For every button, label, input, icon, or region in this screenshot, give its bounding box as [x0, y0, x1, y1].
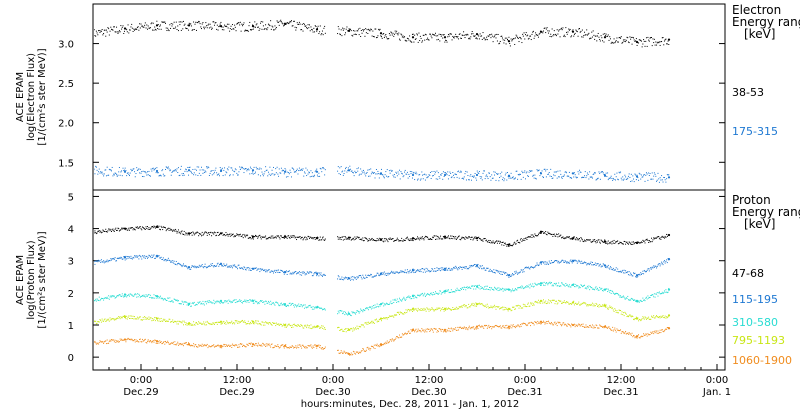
- y-tick-label: 3.0: [58, 40, 74, 51]
- y-tick-label: 5: [68, 192, 74, 203]
- y-tick-label: 0: [68, 353, 74, 364]
- y-axis-title-line: [1/(cm²s ster MeV)]: [37, 231, 48, 328]
- y-axis-title-line: ACE EPAM: [15, 72, 26, 122]
- x-tick-time: 12:00: [223, 375, 252, 386]
- data-point: [315, 170, 319, 173]
- proton-flux-panel: 0 1 2 3 4 5 ACE EPAM log(Proton Flux) [1/(cm²s s…: [15, 189, 800, 371]
- legend-title-line: [keV]: [744, 27, 775, 41]
- data-point: [571, 237, 575, 240]
- data-point: [603, 36, 607, 39]
- data-point: [443, 267, 447, 270]
- x-tick-time: 0:00: [322, 375, 344, 386]
- y-axis-title-line: [1/(cm²s ster MeV)]: [37, 48, 48, 145]
- data-point: [251, 169, 255, 172]
- x-tick-date: Dec.29: [123, 387, 158, 398]
- y-tick-label: 3: [68, 257, 74, 268]
- electron-flux-panel: 1.5 2.0 2.5 3.0 ACE EPAM log(Electron Flux) [1…: [15, 3, 800, 191]
- x-axis-title: hours:minutes, Dec. 28, 2011 - Jan. 1, 2…: [301, 399, 519, 410]
- x-tick-date: Dec.31: [603, 387, 638, 398]
- x-tick-time: 0:00: [706, 375, 728, 386]
- data-point: [219, 344, 223, 347]
- series-310-580: [94, 281, 671, 317]
- y-axis-title: ACE EPAM log(Electron Flux) [1/(cm²s ster …: [15, 48, 48, 145]
- y-tick-label: 1: [68, 321, 74, 332]
- data-point: [187, 24, 191, 27]
- time-axis: 0:00Dec.2912:00Dec.290:00Dec.3012:00Dec.…: [92, 364, 731, 398]
- data-point: [155, 339, 159, 343]
- legend-title-line: Energy ranges: [732, 15, 800, 29]
- data-point: [155, 24, 159, 27]
- y-tick-label: 2: [68, 289, 74, 300]
- data-point: [443, 36, 447, 39]
- data-point: [94, 169, 95, 171]
- y-axis-title-line: ACE EPAM: [15, 255, 26, 305]
- data-point: [507, 325, 511, 328]
- series-1060-1900: [94, 320, 671, 356]
- data-point: [443, 173, 447, 177]
- x-tick-date: Dec.30: [315, 387, 350, 398]
- series-795-1193: [94, 299, 671, 333]
- y-axis-title-line: log(Proton Flux): [26, 240, 37, 319]
- legend-entry-115-195: 115-195: [732, 293, 778, 306]
- data-point: [94, 261, 95, 263]
- legend-entry-38-53: 38-53: [732, 86, 764, 99]
- y-axis-title-line: log(Electron Flux): [26, 53, 37, 141]
- y-tick-label: 4: [68, 225, 74, 236]
- data-point: [667, 38, 671, 41]
- data-point: [94, 298, 95, 300]
- data-point: [411, 36, 415, 39]
- y-tick-label: 1.5: [58, 158, 74, 169]
- data-point: [667, 288, 671, 291]
- data-point: [379, 32, 383, 35]
- x-tick-date: Jan. 1: [702, 387, 731, 398]
- data-point: [94, 231, 95, 233]
- x-tick-date: Dec.31: [507, 387, 542, 398]
- data-point: [94, 32, 95, 34]
- legend-entry-310-580: 310-580: [732, 316, 778, 329]
- data-point: [283, 170, 287, 173]
- data-point: [475, 173, 479, 177]
- y-tick-label: 2.0: [58, 119, 74, 130]
- x-tick-date: Dec.30: [411, 387, 446, 398]
- series-47-68: [94, 225, 671, 247]
- y-tick-label: 2.5: [58, 79, 74, 90]
- x-tick-time: 12:00: [607, 375, 636, 386]
- x-tick-date: Dec.29: [219, 387, 254, 398]
- y-axis-title: ACE EPAM log(Proton Flux) [1/(cm²s ster Me…: [15, 231, 48, 328]
- data-point: [539, 282, 543, 285]
- legend-title-line: [keV]: [744, 217, 775, 231]
- x-tick-time: 12:00: [415, 375, 444, 386]
- data-point: [283, 303, 287, 306]
- series-115-195: [94, 254, 671, 281]
- data-point: [123, 170, 127, 173]
- legend-entry-1060-1900: 1060-1900: [732, 354, 792, 367]
- legend-title-line: Electron: [732, 3, 781, 17]
- data-point: [187, 169, 191, 172]
- data-point: [315, 28, 319, 31]
- legend-title-line: Proton: [732, 193, 771, 207]
- data-point: [411, 173, 415, 177]
- data-point: [667, 176, 671, 179]
- data-point: [94, 321, 95, 323]
- data-point: [539, 320, 543, 323]
- legend-entry-47-68: 47-68: [732, 267, 764, 280]
- series-175-315: [94, 165, 671, 183]
- data-point: [251, 25, 255, 28]
- data-point: [539, 230, 543, 233]
- legend-entry-175-315: 175-315: [732, 125, 778, 138]
- x-tick-time: 0:00: [130, 375, 152, 386]
- data-point: [155, 169, 159, 173]
- legend-title-line: Energy ranges: [732, 205, 800, 219]
- legend-entry-795-1193: 795-1193: [732, 334, 785, 347]
- data-point: [251, 235, 255, 238]
- x-tick-time: 0:00: [514, 375, 536, 386]
- plot-frame: [92, 189, 726, 371]
- plot-frame: [92, 3, 726, 191]
- series-38-53: [94, 19, 671, 48]
